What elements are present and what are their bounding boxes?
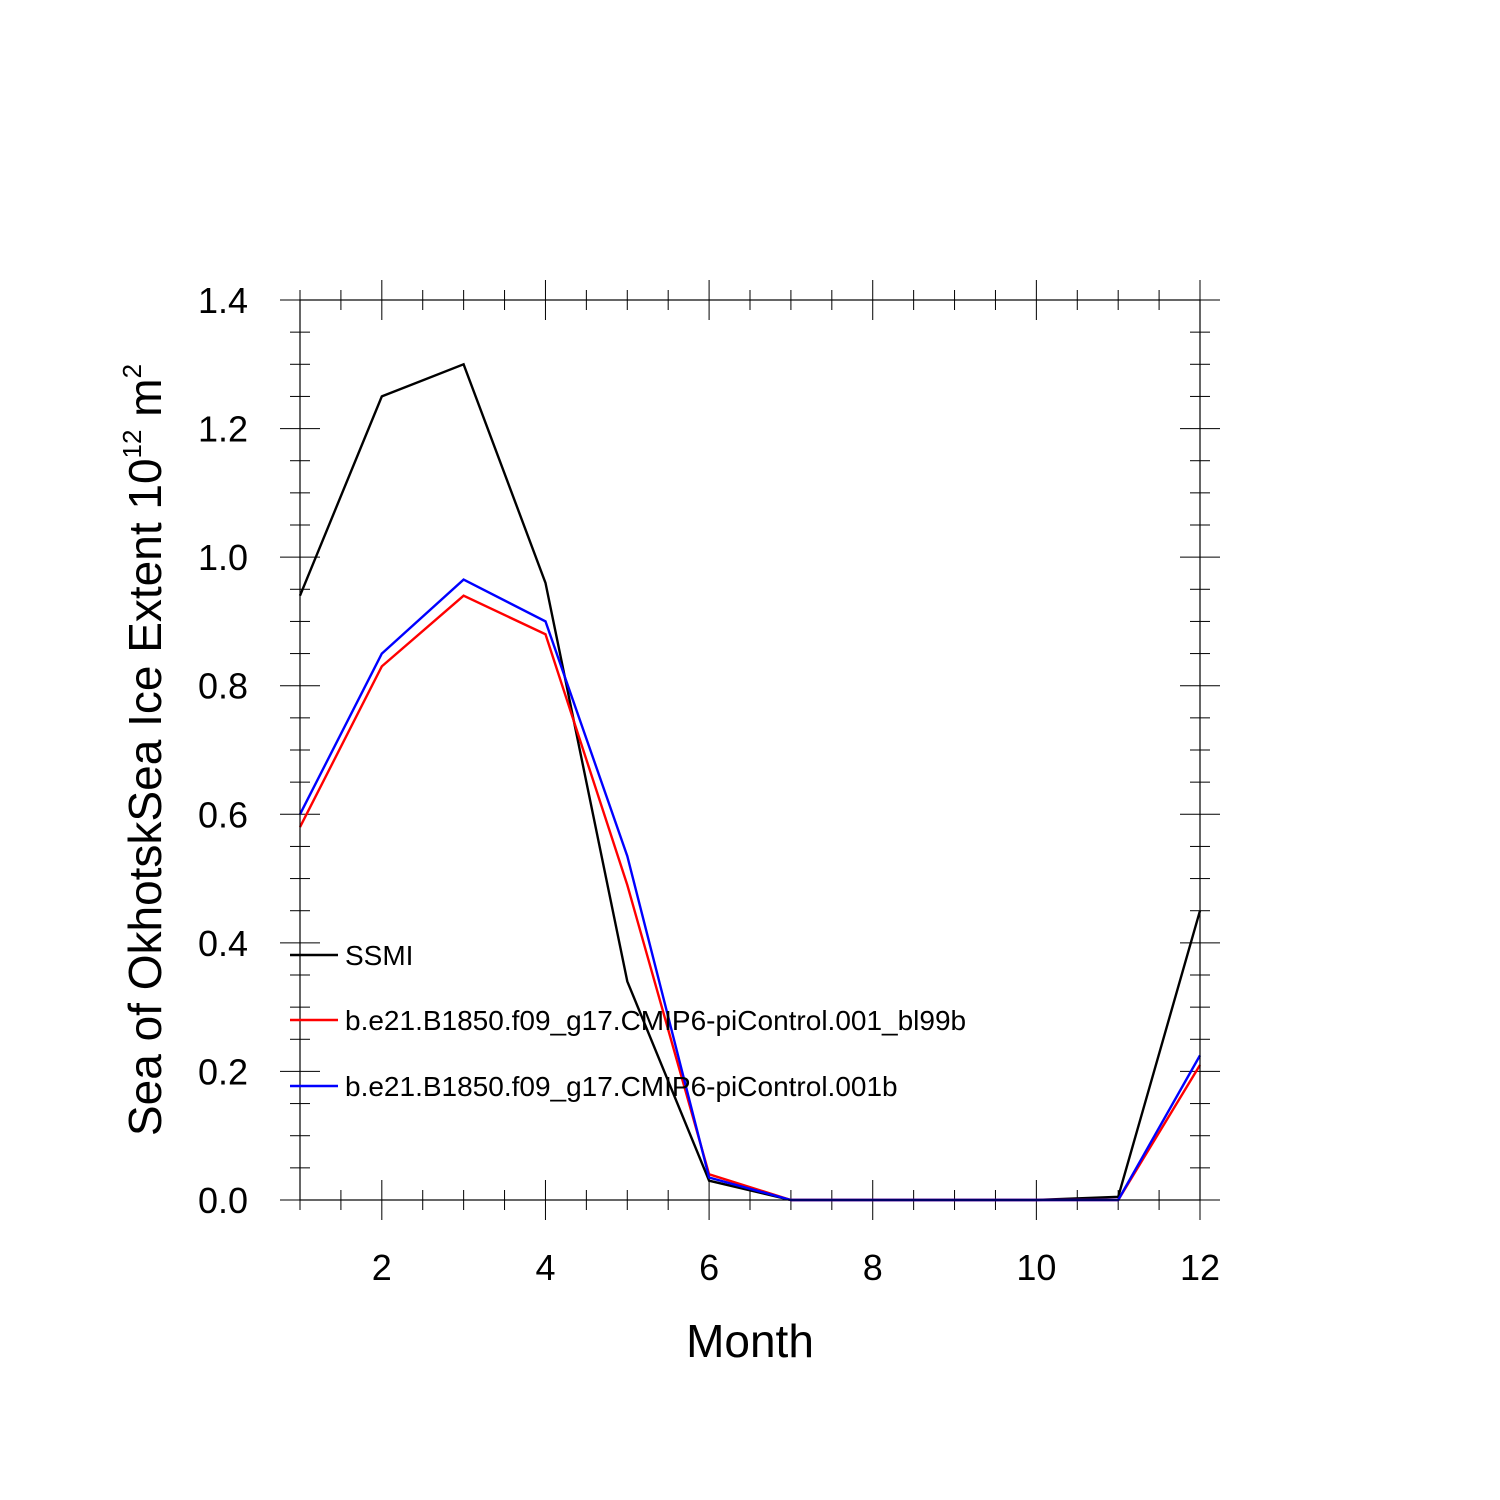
x-tick-label: 4 <box>535 1247 555 1288</box>
y-tick-label: 1.0 <box>198 537 248 578</box>
y-tick-label: 1.2 <box>198 409 248 450</box>
series-line-3 <box>298 578 1202 1202</box>
plot-frame <box>299 299 1201 1201</box>
y-axis-title: Sea of OkhotskSea Ice Extent 1012 m2 <box>117 364 171 1136</box>
y-tick-label: 1.4 <box>198 280 248 321</box>
x-tick-label: 10 <box>1016 1247 1056 1288</box>
x-tick-label: 6 <box>699 1247 719 1288</box>
y-tick-label: 0.2 <box>198 1051 248 1092</box>
x-axis-title: Month <box>686 1315 814 1367</box>
y-tick-label: 0.6 <box>198 794 248 835</box>
legend: SSMI b.e21.B1850.f09_g17.CMIP6-piControl.… <box>290 940 966 1102</box>
series-line-2 <box>298 594 1202 1202</box>
y-tick-label: 0.8 <box>198 666 248 707</box>
legend-label-3: b.e21.B1850.f09_g17.CMIP6-piControl.001b <box>345 1071 898 1102</box>
legend-label-2: b.e21.B1850.f09_g17.CMIP6-piControl.001_… <box>345 1005 966 1036</box>
y-tick-label: 0.0 <box>198 1180 248 1221</box>
legend-label-1: SSMI <box>345 940 413 971</box>
x-tick-label: 2 <box>372 1247 392 1288</box>
x-tick-label: 8 <box>863 1247 883 1288</box>
tick-labels: 2 4 6 8 10 12 0.0 0.2 0.4 0.6 0.8 1.0 1.2 1.4 <box>198 280 1220 1288</box>
x-tick-label: 12 <box>1180 1247 1220 1288</box>
y-tick-label: 0.4 <box>198 923 248 964</box>
